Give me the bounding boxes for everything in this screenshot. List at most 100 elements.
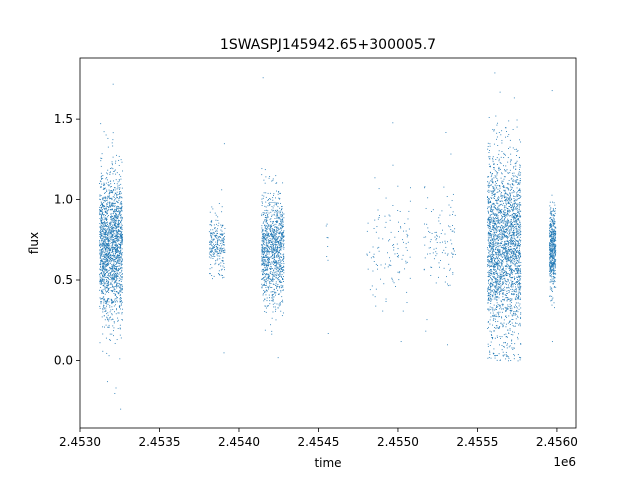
data-point bbox=[495, 159, 497, 160]
data-point bbox=[508, 206, 510, 207]
data-point bbox=[114, 189, 116, 191]
data-point bbox=[103, 200, 105, 201]
data-point bbox=[272, 197, 274, 199]
data-point bbox=[516, 210, 518, 212]
data-point bbox=[503, 244, 505, 246]
data-point bbox=[116, 299, 118, 301]
data-point bbox=[509, 192, 510, 194]
data-point bbox=[264, 283, 265, 285]
data-point bbox=[268, 233, 270, 234]
data-point bbox=[105, 244, 107, 246]
data-point bbox=[109, 192, 111, 194]
data-point bbox=[501, 336, 503, 338]
data-point bbox=[272, 243, 274, 245]
data-point bbox=[501, 219, 503, 221]
data-point bbox=[275, 223, 277, 225]
data-point bbox=[112, 249, 114, 251]
data-point bbox=[491, 265, 493, 267]
data-point bbox=[282, 182, 284, 184]
data-point bbox=[497, 257, 499, 259]
data-point bbox=[222, 274, 223, 276]
data-point bbox=[405, 247, 407, 249]
data-point bbox=[487, 257, 489, 258]
data-point bbox=[271, 215, 273, 217]
data-point bbox=[111, 203, 113, 204]
data-point bbox=[491, 179, 493, 181]
data-point bbox=[274, 243, 276, 245]
data-point bbox=[267, 257, 269, 259]
data-point bbox=[491, 280, 493, 282]
data-point bbox=[261, 253, 263, 255]
data-point bbox=[114, 228, 116, 230]
data-point bbox=[452, 230, 454, 232]
data-point bbox=[210, 251, 212, 253]
data-point bbox=[264, 230, 266, 232]
data-point bbox=[109, 232, 111, 234]
data-point bbox=[279, 275, 281, 277]
data-point bbox=[217, 239, 219, 241]
data-point bbox=[116, 154, 117, 156]
data-point bbox=[107, 137, 109, 139]
data-point bbox=[499, 223, 501, 225]
data-point bbox=[219, 252, 221, 254]
data-point bbox=[514, 148, 516, 150]
data-point bbox=[268, 253, 270, 255]
data-point bbox=[102, 292, 104, 294]
data-point bbox=[280, 221, 282, 223]
data-point bbox=[118, 206, 119, 208]
data-point bbox=[107, 181, 109, 183]
data-point bbox=[506, 230, 508, 232]
data-point bbox=[517, 150, 519, 152]
data-point bbox=[491, 242, 493, 243]
data-point bbox=[220, 240, 222, 242]
data-point bbox=[270, 224, 272, 226]
data-point bbox=[276, 209, 278, 211]
data-point bbox=[278, 245, 280, 246]
data-point bbox=[113, 282, 115, 284]
data-point bbox=[108, 202, 110, 204]
data-point bbox=[490, 213, 492, 215]
data-point bbox=[394, 253, 396, 255]
data-point bbox=[510, 271, 512, 273]
data-point bbox=[497, 216, 499, 218]
data-point bbox=[281, 287, 282, 289]
data-point bbox=[101, 280, 103, 282]
data-point bbox=[501, 247, 503, 248]
data-point bbox=[213, 247, 215, 248]
data-point bbox=[497, 237, 499, 239]
data-point bbox=[487, 287, 489, 289]
data-point bbox=[266, 259, 268, 260]
data-point bbox=[107, 274, 109, 276]
data-point bbox=[519, 257, 520, 259]
data-point bbox=[517, 223, 519, 225]
data-point bbox=[116, 273, 118, 275]
data-point bbox=[493, 239, 495, 240]
data-point bbox=[103, 275, 105, 277]
data-point bbox=[101, 282, 102, 284]
data-point bbox=[510, 204, 511, 206]
data-point bbox=[107, 286, 108, 288]
data-point bbox=[281, 227, 283, 229]
data-point bbox=[504, 242, 506, 244]
data-point bbox=[99, 183, 101, 184]
data-point bbox=[283, 281, 284, 282]
data-point bbox=[114, 238, 116, 239]
data-point bbox=[511, 319, 513, 320]
data-point bbox=[118, 224, 120, 226]
data-point bbox=[499, 185, 500, 186]
data-point bbox=[496, 335, 498, 337]
data-point bbox=[106, 191, 108, 193]
data-point bbox=[121, 260, 123, 262]
data-point bbox=[379, 215, 380, 216]
data-point bbox=[516, 266, 518, 268]
data-point bbox=[120, 175, 122, 177]
data-point bbox=[103, 285, 105, 287]
data-point bbox=[111, 280, 113, 282]
data-point bbox=[115, 198, 117, 200]
data-point bbox=[490, 271, 492, 273]
data-point bbox=[496, 355, 498, 356]
data-point bbox=[117, 275, 119, 277]
data-point bbox=[111, 290, 113, 292]
data-point bbox=[118, 273, 120, 275]
data-point bbox=[278, 255, 280, 257]
